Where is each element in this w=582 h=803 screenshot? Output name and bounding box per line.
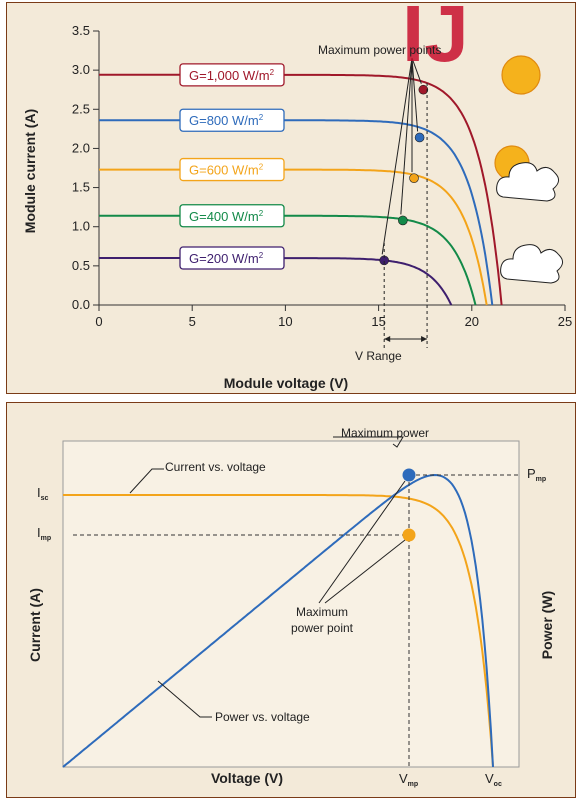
y-tick-label: 0.5 <box>72 258 90 273</box>
tick-label-vmp: Vmp <box>399 771 418 788</box>
mpp-arrow <box>318 480 406 604</box>
current-vs-voltage-label: Current vs. voltage <box>165 460 266 474</box>
max-power-point <box>402 468 416 482</box>
mpp-arrow <box>411 57 422 84</box>
y-tick-label: 1.0 <box>72 219 90 234</box>
irradiance-label-box <box>179 108 285 132</box>
max-power-leader <box>333 436 404 448</box>
mpp-annotation: Maximum power points <box>318 43 441 57</box>
max-power-point-current <box>402 528 416 542</box>
tick-label-isc: Isc <box>37 485 49 502</box>
max-power-point <box>418 84 429 95</box>
irradiance-label: G=200 W/m2 <box>189 251 264 266</box>
irradiance-label: G=1,000 W/m2 <box>189 68 275 83</box>
iv-irradiance-chart: 0 5 10 15 20 25 0.0 0.5 1.0 1.5 2.0 2.5 3.0 3.5 G=1,0… <box>22 3 572 391</box>
max-power-annotation: Maximum power <box>341 426 429 440</box>
tick-label-voc: Voc <box>485 771 502 788</box>
watermark: IJ <box>402 3 469 78</box>
cloud-icon <box>496 162 559 202</box>
iv-curve-g0 <box>99 73 503 306</box>
mpp-arrow <box>400 57 413 215</box>
mpp-annotation-line2: power point <box>291 621 354 635</box>
iv-curve-g1 <box>99 119 494 306</box>
mpp-arrow <box>381 57 413 255</box>
power-leader <box>157 680 212 718</box>
v-range-arrowhead <box>384 336 391 342</box>
y-tick-label: 3.5 <box>72 23 90 38</box>
x-tick-label: 0 <box>95 314 102 329</box>
x-axis-title: Voltage (V) <box>211 770 283 786</box>
x-tick-label: 5 <box>189 314 196 329</box>
max-power-point <box>398 215 408 226</box>
y-axis-title: Module current (A) <box>22 109 38 233</box>
mpp-annotation-line1: Maximum <box>296 605 348 619</box>
x-tick-label: 25 <box>558 314 572 329</box>
current-leader <box>129 468 164 494</box>
y-tick-label: 3.0 <box>72 62 90 77</box>
irradiance-label: G=800 W/m2 <box>189 113 264 128</box>
iv-power-panel: Maximum power Current vs. voltage Power … <box>6 402 576 798</box>
y-axis-title: Current (A) <box>27 588 43 662</box>
cloud-icon <box>500 244 563 284</box>
x-tick-label: 10 <box>278 314 292 329</box>
y-tick-label: 2.5 <box>72 101 90 116</box>
sun-icon <box>501 55 541 95</box>
power-vs-voltage-curve <box>62 473 494 768</box>
iv-curve-g2 <box>99 168 488 306</box>
irradiance-label: G=600 W/m2 <box>189 163 264 178</box>
cloud-shape <box>496 162 559 202</box>
iv-irradiance-panel: 0 5 10 15 20 25 0.0 0.5 1.0 1.5 2.0 2.5 3.0 3.5 G=1,0… <box>6 2 576 394</box>
irradiance-label-box <box>179 246 285 270</box>
y-tick-label: 2.0 <box>72 140 90 155</box>
irradiance-label-box <box>179 63 285 87</box>
irradiance-label-box <box>179 157 285 182</box>
x-tick-label: 15 <box>371 314 385 329</box>
tick-label-imp: Imp <box>37 525 51 542</box>
cloud-shape <box>500 244 563 284</box>
irradiance-label-box <box>179 204 285 228</box>
iv-power-chart: Maximum power Current vs. voltage Power … <box>27 426 555 788</box>
iv-curve-g3 <box>99 214 477 306</box>
y-tick-label: 1.5 <box>72 180 90 195</box>
max-power-point <box>414 132 425 143</box>
x-tick-label: 20 <box>465 314 479 329</box>
current-vs-voltage-curve <box>63 494 494 768</box>
mpp-arrow <box>411 57 419 132</box>
max-power-point <box>409 173 419 183</box>
y-tick-label: 0.0 <box>72 297 90 312</box>
power-vs-voltage-label: Power vs. voltage <box>215 710 310 724</box>
v-range-arrowhead <box>421 336 428 342</box>
irradiance-label: G=400 W/m2 <box>189 209 264 224</box>
mpp-arrow <box>324 539 406 604</box>
tick-label-pmp: Pmp <box>527 466 546 483</box>
v-range-label: V Range <box>355 349 402 363</box>
y2-axis-title: Power (W) <box>539 591 555 659</box>
x-axis-title: Module voltage (V) <box>224 375 348 391</box>
